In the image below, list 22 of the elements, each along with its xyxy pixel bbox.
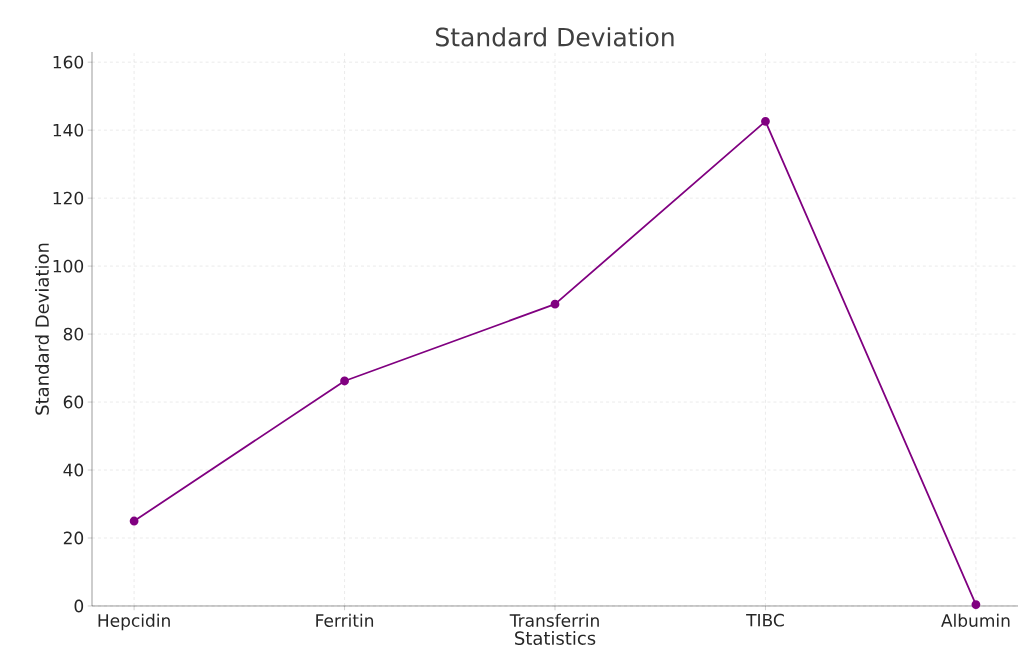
x-tick-label: TIBC (746, 613, 784, 627)
point (129, 516, 139, 526)
y-tick-label: 160 (53, 55, 84, 69)
x-tick-label: Ferritin (316, 613, 374, 627)
y-axis-title: Standard Deviation (35, 243, 49, 415)
y-tick-label: 60 (63, 395, 84, 409)
y-tick-label: 0 (74, 599, 84, 613)
x-axis-title: Statistics (515, 631, 596, 645)
point (340, 376, 349, 386)
point (761, 116, 770, 126)
x-tick-label: Transferrin (509, 613, 599, 627)
y-tick-label: 140 (53, 123, 84, 137)
y-tick-label: 40 (63, 463, 84, 477)
y-tick-label: 20 (63, 531, 84, 545)
point (971, 600, 981, 610)
y-tick-label: 80 (63, 327, 84, 341)
x-tick-label: Hepcidin (98, 613, 170, 631)
y-tick-label: 120 (53, 191, 84, 205)
chart-title: Standard Deviation (436, 27, 674, 47)
y-tick-label: 100 (53, 259, 84, 273)
point (550, 299, 560, 309)
x-tick-label: Albumin (941, 613, 1010, 627)
